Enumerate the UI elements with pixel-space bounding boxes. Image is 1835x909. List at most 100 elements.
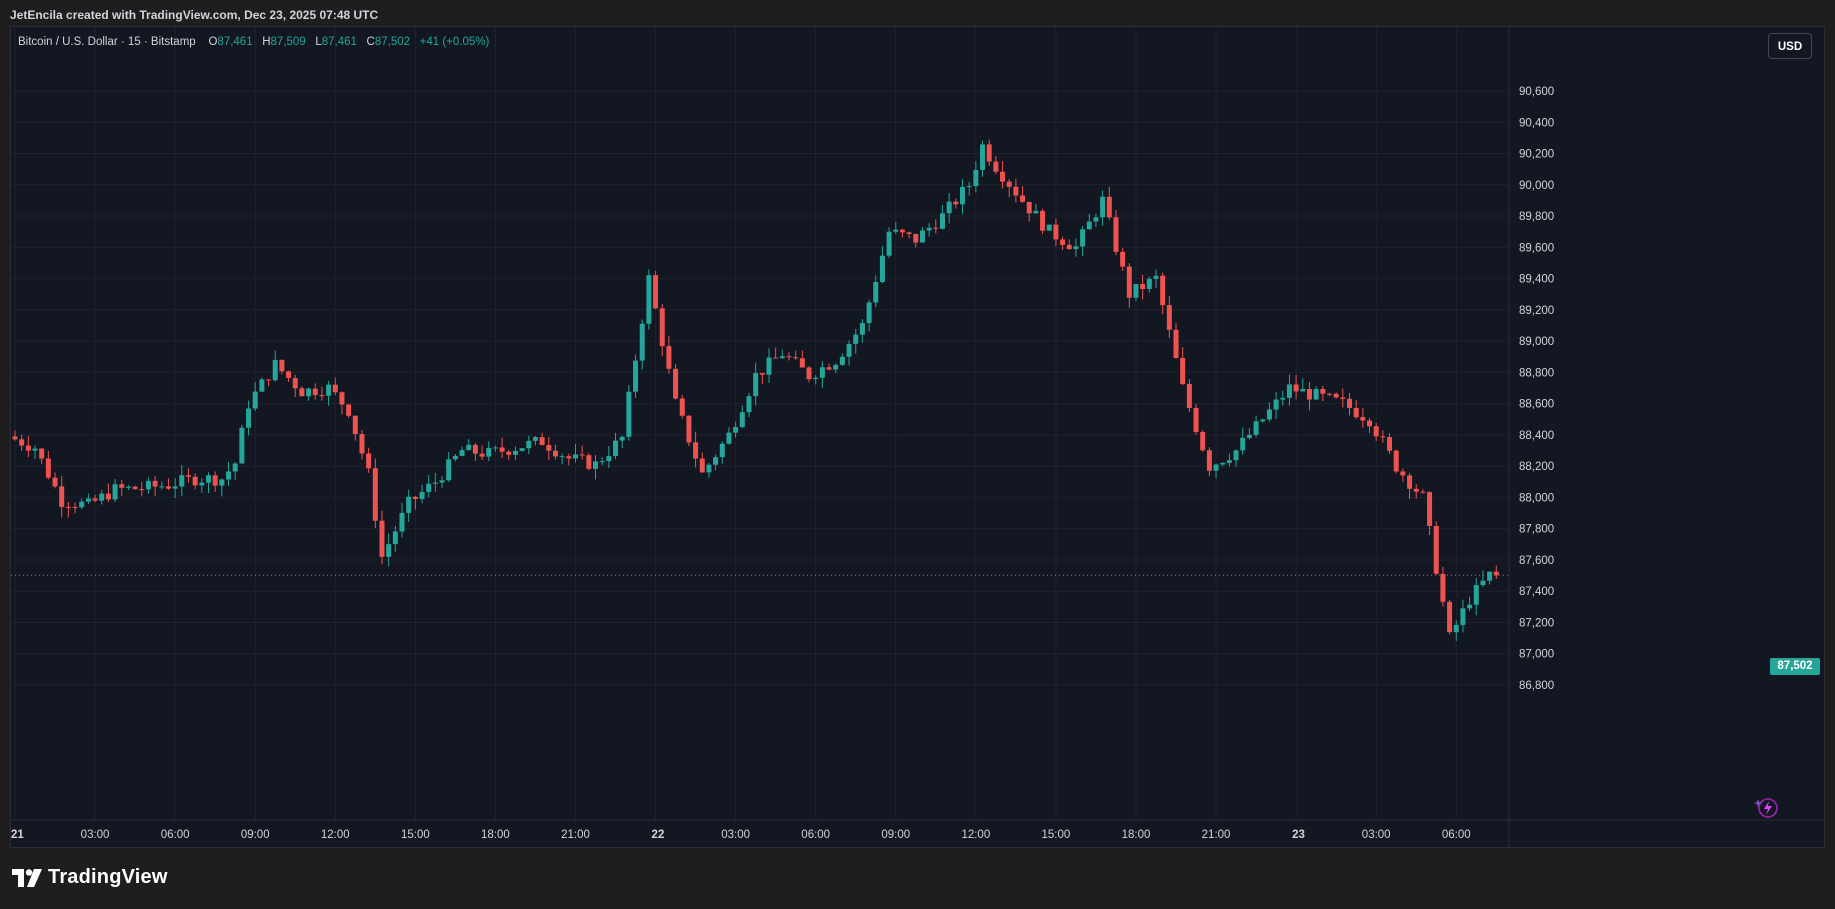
candle-body [152,480,158,487]
candle-body [412,496,418,500]
candle-body [139,489,145,491]
y-tick-label: 90,400 [1519,117,1554,129]
candle-body [1220,462,1226,465]
candle-body [45,458,51,478]
x-tick-label: 03:00 [721,829,750,841]
x-tick-label: 06:00 [161,829,190,841]
candle-body [1487,571,1493,581]
candle-body [379,520,385,557]
y-tick-label: 87,400 [1519,586,1554,598]
candle-body [12,436,18,440]
y-tick-label: 89,800 [1519,211,1554,223]
close-label: C [366,36,375,48]
candle-body [312,388,318,396]
time-axis: 21 03:00 06:00 09:00 12:00 15:00 18:00 21:00 22 0… [11,819,1824,841]
candle-body [1060,239,1066,245]
candle-body [65,506,71,508]
x-tick-label: 22 [652,829,665,841]
x-tick-label: 06:00 [801,829,830,841]
candle-body [419,491,425,500]
y-tick-label: 87,200 [1519,617,1554,629]
candle-body [172,486,178,489]
candle-body [266,379,272,381]
candle-body [185,475,191,477]
y-tick-label: 89,600 [1519,242,1554,254]
symbol-label[interactable]: Bitcoin / U.S. Dollar · 15 · Bitstamp [18,36,196,48]
candle-body [679,398,685,416]
candle-body [519,448,525,451]
candle-body [1387,437,1393,451]
currency-button[interactable]: USD [1768,33,1812,59]
candle-body [1333,393,1339,398]
candle-body [112,484,118,500]
last-price-tag: 87,502 [1770,658,1820,675]
candle-body [706,464,712,473]
candle-body [1367,420,1373,427]
candle-body [306,388,312,397]
candle-body [613,440,619,457]
x-tick-label: 03:00 [81,829,110,841]
y-tick-label: 87,000 [1519,649,1554,661]
ohlc-legend: Bitcoin / U.S. Dollar · 15 · Bitstamp O8… [18,36,489,48]
candle-body [566,456,572,459]
candle-body [1020,195,1026,202]
candle-body [1166,305,1172,330]
x-tick-label: 18:00 [1122,829,1151,841]
candle-body [1120,251,1126,267]
candle-body [653,275,659,309]
y-tick-label: 88,200 [1519,461,1554,473]
candle-body [105,493,111,500]
y-tick-label: 90,200 [1519,149,1554,161]
low-label: L [315,36,322,48]
candle-body [986,144,992,162]
y-tick-label: 88,000 [1519,492,1554,504]
candle-body [92,498,98,501]
candle-body [739,412,745,428]
candle-body [132,486,138,490]
candle-body [1113,217,1119,252]
candle-body [346,404,352,416]
candle-body [512,450,518,455]
candle-body [579,454,585,456]
candle-body [659,308,665,347]
candle-body [1300,389,1306,392]
candle-body [1053,224,1059,240]
candle-body [246,408,252,428]
candle-body [52,477,58,487]
candle-body [1266,409,1272,420]
candle-body [1213,464,1219,471]
x-tick-label: 21:00 [1202,829,1231,841]
chart-panel[interactable]: 86,800 87,000 87,200 87,400 87,600 87,800 88,0… [10,26,1825,848]
candle-body [1480,580,1486,586]
candle-body [859,323,865,335]
candle-body [766,357,772,375]
x-tick-label: 21 [11,829,24,841]
candle-body [399,512,405,532]
candle-body [959,186,965,205]
brand-logo[interactable]: TradingView [12,866,168,889]
candle-body [646,275,652,324]
candle-body [359,434,365,454]
candle-body [145,480,151,490]
candle-body [1400,471,1406,476]
candle-body [906,232,912,234]
candle-body [1373,426,1379,437]
chart-caption: JetEncila created with TradingView.com, … [10,8,379,22]
brand-name: TradingView [48,866,168,888]
candle-body [499,447,505,452]
x-tick-label: 18:00 [481,829,510,841]
candle-body [392,531,398,545]
x-tick-label: 15:00 [401,829,430,841]
chart-canvas[interactable]: 86,800 87,000 87,200 87,400 87,600 87,800 88,0… [11,27,1825,848]
candle-body [946,201,952,214]
tradingview-logo-icon [12,868,42,887]
candle-body [806,367,812,380]
candle-body [786,356,792,358]
candle-body [846,343,852,357]
candle-body [559,456,565,458]
y-tick-label: 87,800 [1519,524,1554,536]
candles-layer [12,139,1499,641]
candle-body [839,356,845,365]
assistant-icon[interactable] [1754,795,1780,821]
candle-body [980,144,986,170]
